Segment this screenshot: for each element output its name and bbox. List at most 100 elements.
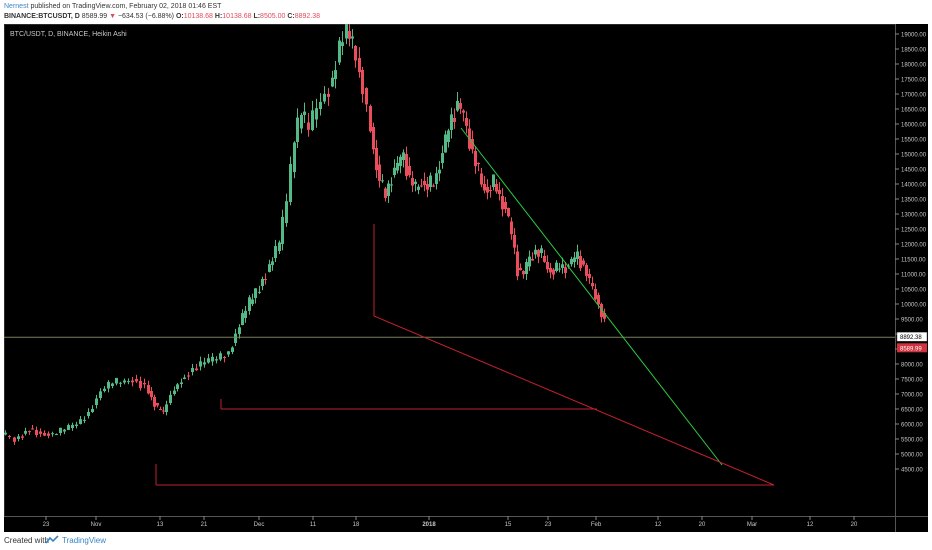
- candle-body: [384, 188, 387, 198]
- candle-body: [319, 101, 322, 109]
- candle-body: [300, 114, 303, 129]
- candle-body: [378, 164, 381, 181]
- y-tick-label: 12000.00: [901, 243, 927, 249]
- current-price-label-box: [896, 331, 928, 342]
- candle-body: [79, 419, 82, 424]
- x-tick-label: 21: [201, 522, 208, 528]
- candle-body: [21, 436, 24, 438]
- candle-body: [387, 183, 390, 196]
- candle-body: [345, 21, 348, 39]
- x-tick-label: 12: [807, 522, 814, 528]
- candle-body: [180, 382, 183, 384]
- candle-body: [338, 40, 341, 63]
- candle-body: [191, 368, 194, 372]
- candle-body: [486, 187, 489, 193]
- y-tick-label: 7500.00: [901, 378, 923, 384]
- low-label: L:: [253, 13, 261, 20]
- candle-body: [223, 357, 226, 358]
- candle-body: [248, 297, 251, 311]
- symbol-info: BINANCE:BTCUSDT, D 8589.99 ▼ −634.53 (−6…: [4, 12, 320, 22]
- candle-body: [341, 42, 344, 46]
- candle-body: [169, 394, 172, 403]
- candle-body: [159, 409, 162, 410]
- time-axis[interactable]: 23 Nov 13 21 Dec 11 18 2018 15 23 Feb 12 20 Mar 12 20: [43, 516, 858, 528]
- candle-body: [594, 289, 597, 300]
- candle-body: [381, 180, 384, 182]
- candle-body: [281, 216, 284, 244]
- author-link[interactable]: Nernest: [4, 3, 29, 10]
- candle-body: [375, 148, 378, 171]
- y-tick-label: 11000.00: [901, 273, 926, 279]
- close-label: C:: [287, 13, 295, 20]
- candle-body: [323, 93, 326, 102]
- y-tick-label: 18000.00: [901, 63, 927, 69]
- candle-body: [231, 347, 234, 352]
- candle-body: [417, 186, 420, 190]
- candle-body: [369, 106, 372, 132]
- candle-body: [411, 178, 414, 186]
- candle-body: [390, 184, 393, 186]
- candle-body: [558, 268, 561, 270]
- candle-body: [396, 162, 399, 171]
- candle-body: [510, 221, 513, 235]
- candle-body: [28, 431, 31, 433]
- y-tick-label: 13500.00: [901, 198, 927, 204]
- x-tick-label: 13: [157, 522, 164, 528]
- x-tick-label: 12: [655, 522, 662, 528]
- low-value: 8505.00: [260, 13, 286, 20]
- candle-body: [543, 256, 546, 262]
- candle-body: [103, 388, 106, 391]
- x-tick-label: Mar: [747, 522, 757, 528]
- candle-body: [432, 185, 435, 187]
- candle-body: [107, 381, 110, 389]
- candle-body: [139, 381, 142, 389]
- y-tick-label: 12500.00: [901, 228, 927, 234]
- y-tick-label: 16500.00: [901, 108, 927, 114]
- y-tick-label: 4500.00: [901, 468, 923, 474]
- candle-body: [462, 110, 465, 113]
- candle-body: [591, 283, 594, 287]
- candle-body: [597, 295, 600, 305]
- candle-body: [274, 246, 277, 258]
- close-value: 8892.38: [294, 13, 321, 20]
- candle-body: [147, 385, 150, 394]
- candle-body: [456, 100, 459, 111]
- price-labels: 8892.38 8589.99: [896, 331, 928, 353]
- candle-body: [564, 267, 567, 273]
- candle-body: [588, 274, 591, 279]
- candle-body: [354, 46, 357, 61]
- candle-body: [447, 130, 450, 142]
- candle-body: [241, 313, 244, 325]
- candle-body: [365, 88, 368, 105]
- high-value: 10138.68: [222, 13, 252, 20]
- falling-support-line[interactable]: [373, 315, 775, 486]
- candlestick-series: [4, 19, 606, 445]
- descending-resistance-line[interactable]: [460, 127, 723, 466]
- created-with-text: Created with: [4, 536, 49, 545]
- candle-body: [258, 291, 261, 293]
- candle-body: [453, 118, 456, 122]
- candle-body: [408, 166, 411, 176]
- candle-body: [534, 249, 537, 255]
- price-chart[interactable]: BTC/USDT, D, BINANCE, Heikin Ashi 4500.0…: [4, 3, 928, 532]
- candle-body: [35, 430, 38, 436]
- candle-body: [195, 368, 198, 371]
- y-tick-label: 6000.00: [901, 423, 923, 429]
- tradingview-brand[interactable]: TradingView: [62, 536, 107, 545]
- chart-area[interactable]: BTC/USDT, D, BINANCE, Heikin Ashi 4500.0…: [4, 3, 928, 532]
- candle-body: [423, 181, 426, 186]
- candle-body: [187, 375, 190, 377]
- candle-body: [211, 356, 214, 362]
- candle-body: [219, 353, 222, 360]
- candle-body: [271, 261, 274, 265]
- candle-body: [296, 117, 299, 142]
- chart-legend: BTC/USDT, D, BINANCE, Heikin Ashi: [10, 31, 127, 38]
- candle-body: [31, 428, 34, 430]
- y-tick-label: 13000.00: [901, 213, 927, 219]
- candle-body: [303, 111, 306, 115]
- candle-body: [215, 359, 218, 361]
- y-tick-label: 6500.00: [901, 408, 923, 414]
- candle-body: [244, 310, 247, 318]
- candle-body: [405, 154, 408, 177]
- candle-body: [507, 208, 510, 217]
